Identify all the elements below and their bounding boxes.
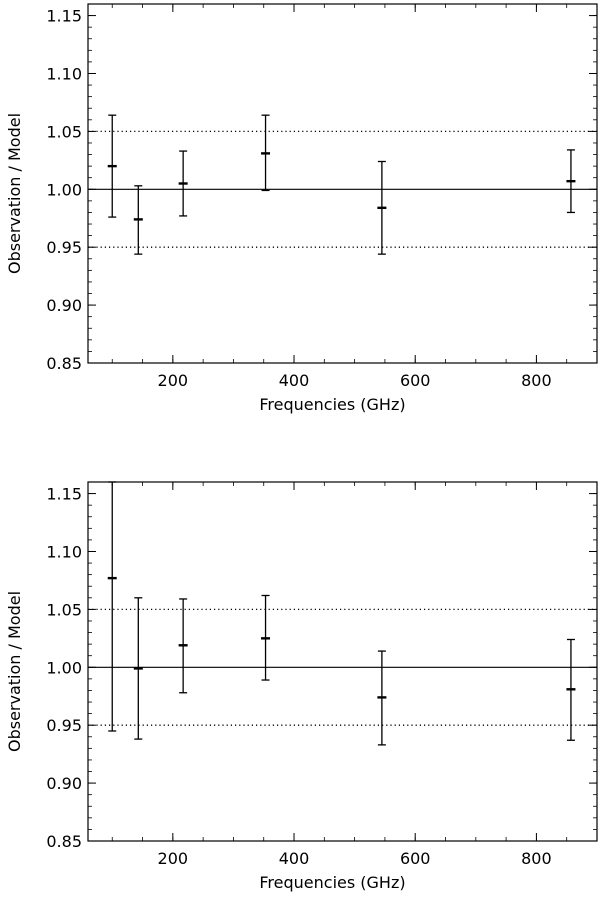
chart-panel-2: 0.85 0.90 0.95 1.00 1.05 1.10 1.15 200 400 600 800… — [5, 481, 598, 892]
y-tick-label: 0.90 — [46, 296, 82, 315]
data-point — [133, 597, 143, 740]
data-point — [178, 598, 188, 694]
y-tick-label: 1.00 — [46, 180, 82, 199]
y-tick-label: 1.15 — [46, 7, 82, 26]
data-point — [133, 185, 143, 255]
x-tick-label: 800 — [521, 849, 552, 868]
x-tick-label: 400 — [279, 849, 310, 868]
y-tick-label: 1.05 — [46, 122, 82, 141]
data-point — [377, 650, 387, 746]
y-tick-label: 1.10 — [46, 542, 82, 561]
y-tick-label: 1.15 — [46, 485, 82, 504]
data-point — [178, 150, 188, 217]
x-tick-label: 600 — [400, 849, 431, 868]
x-axis-label: Frequencies (GHz) — [259, 395, 405, 414]
chart-panel-1: 0.85 0.90 0.95 1.00 1.05 1.10 1.15 200 400 600 800… — [5, 3, 598, 414]
y-tick-label: 1.05 — [46, 600, 82, 619]
plot-frame — [87, 3, 598, 364]
x-tick-label: 200 — [158, 371, 189, 390]
x-tick-label: 600 — [400, 371, 431, 390]
y-tick-label: 1.00 — [46, 658, 82, 677]
data-point — [107, 114, 117, 218]
data-point — [261, 594, 271, 681]
data-point — [377, 160, 387, 255]
y-axis-label: Observation / Model — [5, 591, 24, 752]
x-tick-label: 200 — [158, 849, 189, 868]
y-tick-label: 0.85 — [46, 832, 82, 851]
y-tick-label: 0.90 — [46, 774, 82, 793]
plot-frame — [87, 481, 598, 842]
data-point — [261, 114, 271, 192]
x-tick-label: 800 — [521, 371, 552, 390]
y-tick-label: 0.95 — [46, 716, 82, 735]
y-tick-label: 1.10 — [46, 64, 82, 83]
data-point — [566, 149, 576, 214]
data-point — [107, 481, 117, 732]
y-axis-label: Observation / Model — [5, 113, 24, 274]
y-tick-label: 0.85 — [46, 354, 82, 373]
y-tick-label: 0.95 — [46, 238, 82, 257]
x-axis-label: Frequencies (GHz) — [259, 873, 405, 892]
data-point — [566, 638, 576, 741]
x-tick-label: 400 — [279, 371, 310, 390]
